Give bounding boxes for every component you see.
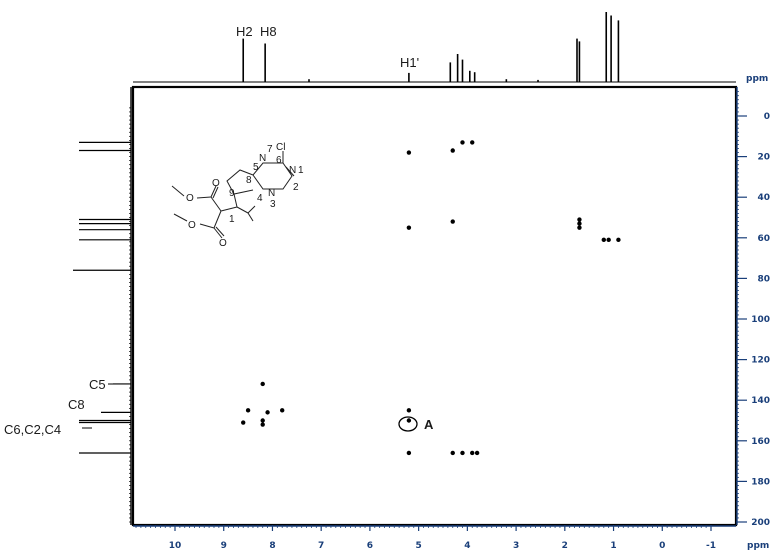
- cross-peak: [577, 225, 582, 230]
- cross-peak: [601, 237, 606, 243]
- cross-peak: [470, 140, 475, 145]
- atom-n7-number: 7: [267, 144, 273, 155]
- label-c6-c2-c4: C6,C2,C4: [4, 422, 61, 437]
- atom-o-1: O: [212, 178, 220, 189]
- cross-peaks: [241, 140, 621, 456]
- chemical-structure: [171, 151, 295, 239]
- cross-peak: [460, 140, 465, 145]
- cross-peak: [265, 410, 270, 415]
- x-tick-label: 4: [464, 541, 470, 551]
- cross-peak: [245, 408, 251, 413]
- carbon-projection-spectrum: [73, 87, 132, 525]
- x-tick-label: 1: [610, 541, 616, 551]
- x-tick-label: 8: [269, 541, 275, 551]
- y-tick-label: 160: [751, 437, 770, 447]
- atom-n7: N: [259, 153, 266, 164]
- cross-peak: [450, 148, 455, 153]
- x-tick-label: 2: [562, 541, 568, 551]
- x-tick-label: 0: [659, 541, 665, 551]
- x-tick-label: 6: [367, 541, 373, 551]
- atom-num-9: 9: [229, 188, 235, 199]
- cross-peak: [606, 237, 611, 243]
- cross-peak: [260, 418, 265, 423]
- cross-peak: [460, 450, 465, 456]
- plot-frame: [131, 85, 738, 527]
- x-tick-label: 5: [416, 541, 422, 551]
- cross-peak: [450, 450, 455, 456]
- y-tick-label: 180: [751, 477, 770, 487]
- cross-peak: [470, 450, 475, 456]
- atom-n3: N: [268, 188, 275, 199]
- x-axis-unit: ppm: [747, 541, 769, 551]
- y-tick-label: 100: [751, 315, 770, 325]
- x-tick-label: 10: [169, 541, 182, 551]
- atom-n1-number: 1: [298, 165, 304, 176]
- cross-peak: [577, 221, 582, 226]
- atom-num-6: 6: [276, 155, 282, 166]
- cross-peak: [450, 219, 455, 224]
- atom-o-3: O: [219, 238, 227, 249]
- cross-peak: [406, 225, 412, 230]
- cross-peak: [616, 237, 621, 243]
- x-tick-label: -1: [706, 541, 716, 551]
- y-tick-label: 80: [757, 274, 770, 284]
- cross-peak: [406, 150, 412, 155]
- cross-peak: [280, 408, 285, 413]
- chemical-structure-labels: Cl N 7 N 1 N 3 2 4 5 6 8 9 1 O O O O: [186, 142, 304, 249]
- x-tick-label: 9: [221, 541, 227, 551]
- atom-o-4: O: [188, 220, 196, 231]
- x-tick-label: 7: [318, 541, 324, 551]
- atom-num-2: 2: [293, 182, 299, 193]
- label-a: A: [424, 417, 434, 432]
- cross-peak: [241, 420, 246, 425]
- atom-num-1: 1: [229, 214, 235, 225]
- atom-o-2: O: [186, 193, 194, 204]
- cross-peak: [577, 217, 582, 222]
- label-h8: H8: [260, 24, 277, 39]
- y-tick-label: 40: [757, 193, 770, 203]
- cross-peak: [474, 450, 480, 456]
- atom-n1: N: [289, 165, 296, 176]
- y-tick-label: 140: [751, 396, 770, 406]
- y-tick-label: 200: [751, 518, 770, 528]
- atom-num-4: 4: [257, 193, 263, 204]
- atom-n3-number: 3: [270, 199, 276, 210]
- y-tick-label: 0: [764, 112, 770, 122]
- y-tick-label: 20: [757, 153, 770, 163]
- label-c5: C5: [89, 377, 106, 392]
- label-h1prime: H1': [400, 55, 419, 70]
- atom-num-5: 5: [253, 162, 259, 173]
- y-tick-label: 60: [757, 234, 770, 244]
- cross-peak: [406, 408, 412, 413]
- cross-peak: [406, 418, 412, 423]
- x-tick-label: 3: [513, 541, 519, 551]
- cross-peak: [406, 450, 412, 456]
- y-axis: 0 20 40 60 80 100 120 140 160 180 200: [736, 87, 770, 528]
- circled-peak-a: [398, 416, 418, 432]
- y-tick-label: 120: [751, 356, 770, 366]
- atom-num-8: 8: [246, 175, 252, 186]
- label-c8: C8: [68, 397, 85, 412]
- label-h2: H2: [236, 24, 253, 39]
- atom-cl: Cl: [276, 142, 285, 153]
- cross-peak: [260, 381, 265, 387]
- y-axis-unit: ppm: [746, 74, 768, 84]
- cross-peak: [260, 422, 265, 427]
- x-axis: 10 9 8 7 6 5 4 3 2 1 0 -1: [133, 525, 736, 551]
- proton-projection-spectrum: [133, 12, 736, 83]
